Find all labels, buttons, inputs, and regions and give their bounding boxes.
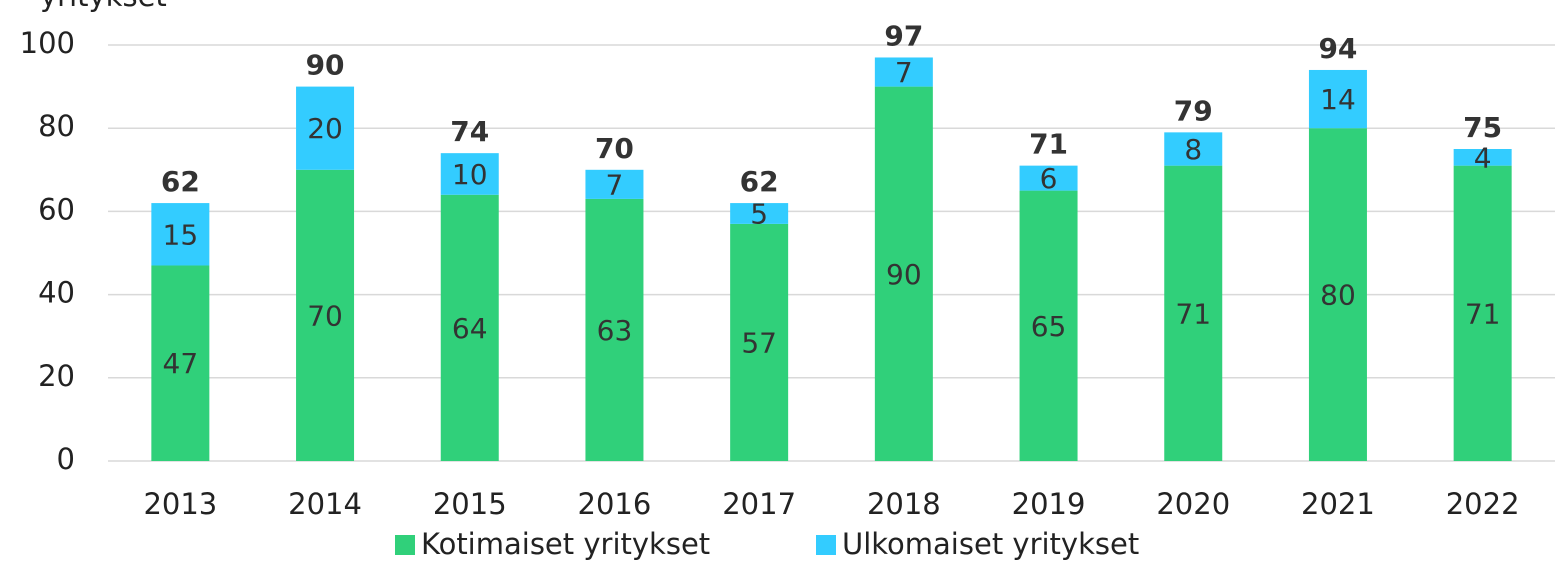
data-label: 71 <box>1465 297 1501 330</box>
data-label: 71 <box>1175 297 1211 330</box>
total-label: 94 <box>1318 32 1357 65</box>
bar-segment <box>585 169 644 199</box>
total-label: 74 <box>450 115 489 148</box>
data-label: 5 <box>750 197 768 230</box>
data-label: 90 <box>886 258 922 291</box>
data-label: 57 <box>741 326 777 359</box>
x-tick-label: 2020 <box>1156 487 1230 521</box>
total-label: 62 <box>740 165 779 198</box>
data-label: 20 <box>307 112 343 145</box>
total-label: 90 <box>306 49 345 82</box>
bar-segment <box>874 86 933 461</box>
x-tick-label: 2014 <box>288 487 362 521</box>
y-tick-label: 60 <box>38 192 75 226</box>
data-label: 14 <box>1320 83 1356 116</box>
total-label: 75 <box>1463 111 1502 144</box>
bar-segment <box>1164 165 1223 461</box>
y-tick-label: 80 <box>38 109 75 143</box>
x-tick-label: 2022 <box>1446 487 1520 521</box>
data-label: 7 <box>895 56 913 89</box>
bar-segment <box>874 57 933 87</box>
bar-segment <box>1019 165 1078 191</box>
bar-segment <box>1453 165 1512 461</box>
data-label: 63 <box>597 314 633 347</box>
x-tick-label: 2016 <box>578 487 652 521</box>
data-label: 4 <box>1474 141 1492 174</box>
bar-segment <box>585 198 644 462</box>
y-tick-label: 40 <box>38 276 75 310</box>
x-tick-label: 2013 <box>143 487 217 521</box>
data-label: 65 <box>1031 310 1067 343</box>
data-label: 8 <box>1184 133 1202 166</box>
legend-label: Kotimaiset yritykset <box>421 527 710 561</box>
y-tick-label: 100 <box>20 26 75 60</box>
data-label: 47 <box>163 347 199 380</box>
data-label: 70 <box>307 299 343 332</box>
data-label: 15 <box>163 218 199 251</box>
total-label: 70 <box>595 132 634 165</box>
bar-segment <box>440 153 499 195</box>
bar-segment <box>151 265 210 461</box>
total-label: 71 <box>1029 128 1068 161</box>
x-tick-label: 2015 <box>433 487 507 521</box>
total-label: 97 <box>884 19 923 52</box>
bar-segment <box>1308 128 1367 461</box>
bar-segment <box>730 203 789 224</box>
legend-swatch <box>816 535 836 555</box>
bar-segment <box>1308 69 1367 129</box>
legend-label: Ulkomaiset yritykset <box>842 527 1139 561</box>
bar-segment <box>296 86 355 170</box>
total-label: 79 <box>1174 94 1213 127</box>
x-tick-label: 2019 <box>1012 487 1086 521</box>
bar-segment <box>730 223 789 461</box>
bar-segment <box>151 203 210 266</box>
x-tick-label: 2021 <box>1301 487 1375 521</box>
legend-swatch <box>395 535 415 555</box>
data-label: 64 <box>452 312 488 345</box>
y-tick-label: 0 <box>57 442 75 476</box>
y-tick-label: 20 <box>38 359 75 393</box>
y-axis-label: yritykset <box>40 0 167 13</box>
x-tick-label: 2017 <box>722 487 796 521</box>
bar-segment <box>296 169 355 462</box>
bar-segment <box>1019 190 1078 461</box>
data-label: 6 <box>1040 162 1058 195</box>
bar-segment <box>440 194 499 461</box>
bar-segment <box>1453 149 1512 166</box>
total-label: 62 <box>161 165 200 198</box>
bar-segment <box>1164 132 1223 166</box>
data-label: 80 <box>1320 279 1356 312</box>
data-label: 10 <box>452 158 488 191</box>
x-tick-label: 2018 <box>867 487 941 521</box>
data-label: 7 <box>606 168 624 201</box>
